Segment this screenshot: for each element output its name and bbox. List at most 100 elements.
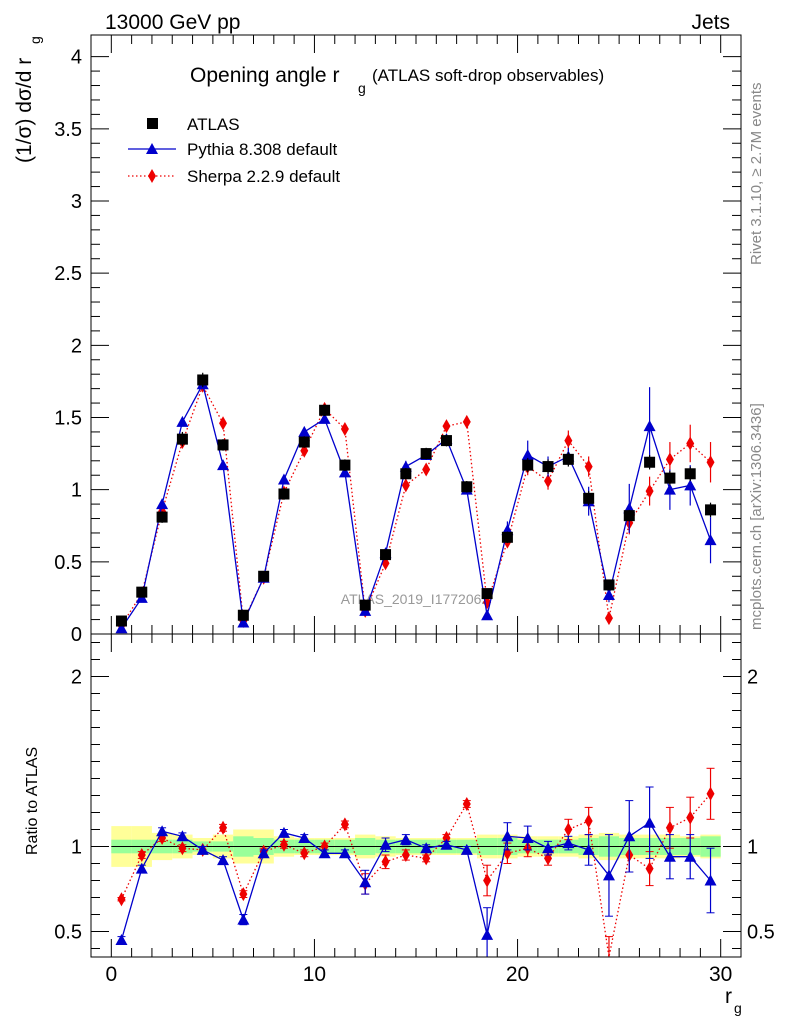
sherpa-ratio-point <box>239 887 248 902</box>
main-y-tick-label: 1 <box>71 480 82 502</box>
mcplots-label: mcplots.cern.ch [arXiv:1306.3436] <box>748 403 765 630</box>
pythia-ratio-point <box>481 928 494 940</box>
ratio-y-tick-label-right: 0.5 <box>747 922 775 944</box>
sherpa-ratio-point <box>584 814 593 828</box>
atlas-point <box>603 579 615 591</box>
pythia-point <box>277 473 290 485</box>
main-y-axis-label: (1/σ) dσ/d r <box>13 58 36 163</box>
x-tick-label: 10 <box>303 963 326 986</box>
ratio-y-tick-labels: 0.5 0.5 1 1 2 2 <box>54 667 775 944</box>
atlas-point <box>664 472 676 484</box>
pythia-ratio-point <box>684 850 697 862</box>
pythia-ratio-point <box>156 825 169 837</box>
pythia-ratio-point <box>217 854 230 866</box>
atlas-point <box>237 609 249 621</box>
sherpa-point <box>442 419 451 434</box>
pythia-ratio-point <box>379 838 392 850</box>
sherpa-line <box>120 384 711 626</box>
legend-sherpa-label: Sherpa 2.2.9 default <box>187 167 340 186</box>
ratio-y-tick-label: 2 <box>71 667 82 689</box>
atlas-point <box>522 459 534 471</box>
atlas-point <box>115 615 127 627</box>
pythia-ratio-point <box>338 847 351 859</box>
sherpa-point <box>584 459 593 474</box>
pythia-ratio-point <box>237 913 250 925</box>
ratio-plot-frame <box>90 633 742 958</box>
watermark: ATLAS_2019_I1772062 <box>341 591 490 607</box>
pythia-ratio-point <box>176 830 189 842</box>
pythia-ratio-point <box>704 874 717 886</box>
pythia-ratio-point <box>521 832 534 843</box>
atlas-point <box>176 433 188 445</box>
pythia-ratio-point <box>582 843 595 855</box>
pythia-ratio-point <box>318 847 331 859</box>
main-title: Opening angle r <box>190 64 339 87</box>
legend-atlas-label: ATLAS <box>187 115 240 134</box>
pythia-ratio-point <box>663 850 676 862</box>
main-y-tick-label: 3.5 <box>54 119 82 141</box>
main-y-tick-label: 3 <box>71 191 82 213</box>
pythia-point <box>156 498 169 510</box>
sherpa-ratio-point <box>340 817 349 832</box>
sherpa-point <box>219 416 228 431</box>
sherpa-point <box>401 478 410 493</box>
sherpa-ratio-point <box>422 851 431 866</box>
legend-atlas-marker <box>147 118 158 129</box>
sherpa-ratio-point <box>462 797 471 811</box>
atlas-point <box>400 468 412 480</box>
atlas-point <box>380 549 392 561</box>
pythia-point <box>318 412 331 424</box>
header-energy-label: 13000 GeV pp <box>105 11 240 34</box>
main-y-tick-label: 1.5 <box>54 407 82 429</box>
main-ticks <box>91 35 741 635</box>
pythia-ratio-point <box>643 816 656 828</box>
pythia-point <box>704 534 717 546</box>
atlas-point <box>359 599 371 611</box>
atlas-point <box>481 588 493 600</box>
pythia-ratio-point <box>359 876 372 888</box>
pythia-point <box>217 459 230 471</box>
atlas-point <box>258 570 270 582</box>
pythia-point <box>176 415 189 427</box>
legend-sherpa-marker <box>148 169 156 183</box>
pythia-ratio-point <box>257 847 270 859</box>
sherpa-point <box>462 414 471 429</box>
pythia-point <box>521 449 534 461</box>
rivet-label: Rivet 3.1.10, ≥ 2.7M events <box>748 83 765 266</box>
pythia-ratio-point <box>501 830 514 842</box>
atlas-point <box>319 404 331 416</box>
main-y-axis-label-subscript: g <box>27 36 43 44</box>
atlas-point <box>644 456 656 468</box>
sherpa-point <box>544 474 553 489</box>
sherpa-ratio-point <box>137 848 146 862</box>
sherpa-ratio-point <box>279 837 288 852</box>
x-tick-label: 20 <box>506 963 529 986</box>
legend: ATLAS Pythia 8.308 default Sherpa 2.2.9 … <box>128 115 340 186</box>
atlas-point <box>197 374 209 386</box>
pythia-ratio-line <box>120 821 712 941</box>
pythia-ratio-point <box>542 842 555 854</box>
pythia-ratio-point <box>623 830 636 842</box>
atlas-point <box>298 436 310 448</box>
pythia-ratio-point <box>135 862 148 874</box>
atlas-point <box>217 439 229 451</box>
sherpa-ratio-point <box>645 861 654 876</box>
x-tick-label: 0 <box>105 963 117 986</box>
x-axis-label-subscript: g <box>734 1000 742 1016</box>
atlas-point <box>156 511 168 523</box>
atlas-point <box>461 481 473 493</box>
sherpa-ratio-point <box>219 820 228 835</box>
sherpa-point <box>422 462 431 477</box>
main-y-tick-labels: 0 0.5 1 1.5 2 2.5 3 3.5 4 <box>54 47 82 646</box>
atlas-point <box>420 448 432 460</box>
sherpa-ratio-point <box>300 846 309 861</box>
main-y-tick-label: 2.5 <box>54 263 82 285</box>
ratio-series-layer <box>115 767 717 958</box>
pythia-point <box>298 425 311 437</box>
ratio-panel: 0.5 0.5 1 1 2 2 0 10 20 30 Ratio to ATLAS r g <box>24 633 775 1016</box>
atlas-point <box>583 492 595 504</box>
atlas-point <box>339 459 351 471</box>
main-y-tick-label: 4 <box>71 47 82 69</box>
atlas-point <box>684 468 696 480</box>
sherpa-ratio-point <box>665 820 674 835</box>
